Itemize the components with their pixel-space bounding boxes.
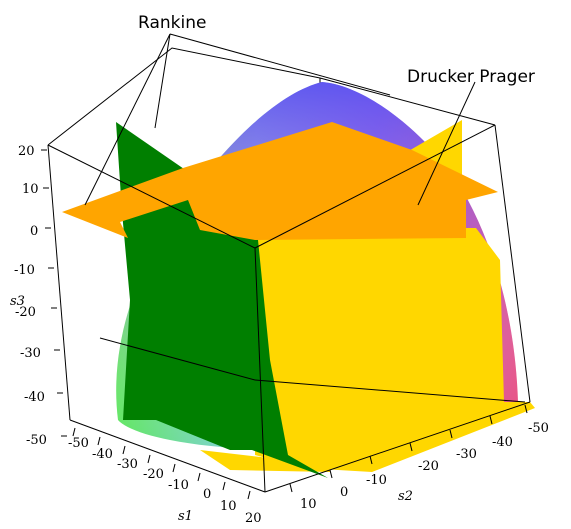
s1-tick-label: 20 xyxy=(245,511,262,526)
bounding-box-front xyxy=(47,124,531,493)
s2-axis: 10 0 -10 -20 -30 -40 -50 s2 xyxy=(289,404,549,512)
s3-tick-label: -40 xyxy=(24,390,45,405)
s1-tick-label: -10 xyxy=(168,478,189,493)
s1-axis-label: s1 xyxy=(178,509,193,524)
s1-tick-label: -40 xyxy=(92,447,113,462)
s2-tick-label: 0 xyxy=(340,485,348,500)
s3-tick-label: 0 xyxy=(30,224,38,239)
s3-tick-label: 10 xyxy=(22,182,39,197)
s1-tick-label: 0 xyxy=(203,487,211,502)
s2-tick-label: -10 xyxy=(366,473,387,488)
s1-tick-label: 10 xyxy=(220,499,237,514)
rankine-plane-s3 xyxy=(62,122,498,240)
s3-tick-label: 20 xyxy=(18,144,35,159)
s3-tick-label: -30 xyxy=(20,346,41,361)
s3-tick-label: -20 xyxy=(15,305,36,320)
s1-axis: -50 -40 -30 -20 -10 0 10 20 s1 xyxy=(68,427,262,526)
s3-axis-label: s3 xyxy=(10,294,25,309)
s3-tick-label: -50 xyxy=(26,433,47,448)
s2-tick-label: -20 xyxy=(418,459,439,474)
s1-tick-label: -20 xyxy=(143,467,164,482)
s2-tick-label: -30 xyxy=(456,447,477,462)
s3-axis: 20 10 0 -10 -20 -30 -40 -50 s3 xyxy=(10,144,67,448)
s2-tick-label: -50 xyxy=(528,421,549,436)
annotation-leaders xyxy=(84,33,476,206)
s3-tick-label: -10 xyxy=(14,263,35,278)
drucker-prager-label: Drucker Prager xyxy=(407,67,535,87)
s1-tick-label: -30 xyxy=(117,457,138,472)
s2-tick-label: -40 xyxy=(492,435,513,450)
s2-tick-label: 10 xyxy=(300,497,317,512)
rankine-plane-s1 xyxy=(116,122,328,478)
s2-axis-label: s2 xyxy=(398,489,413,504)
s1-tick-label: -50 xyxy=(68,436,89,451)
rankine-label: Rankine xyxy=(138,13,206,33)
